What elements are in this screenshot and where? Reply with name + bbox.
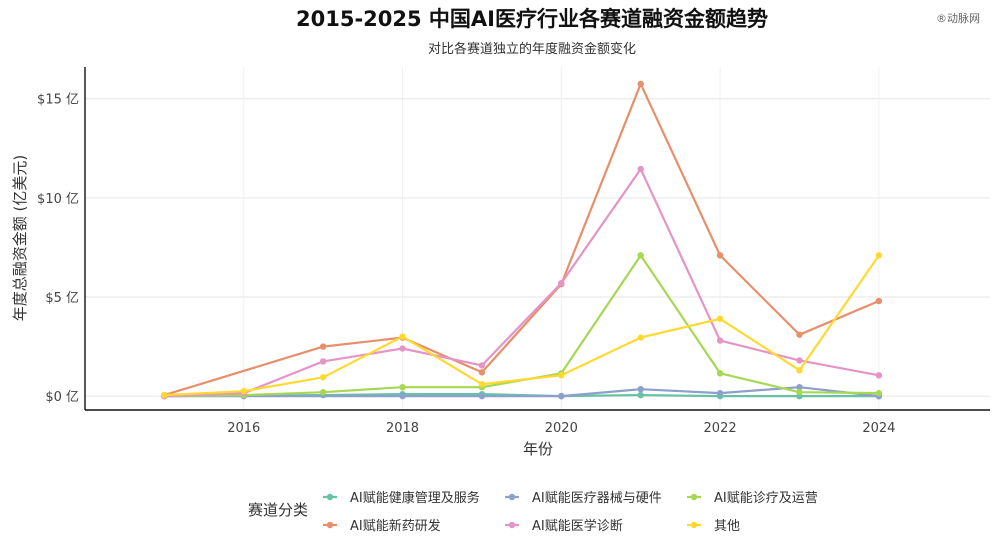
data-point — [637, 165, 644, 173]
data-point — [319, 374, 327, 381]
legend-label: 其他 — [714, 519, 740, 534]
data-point — [796, 331, 803, 338]
data-point — [319, 388, 327, 396]
grid-lines — [85, 67, 990, 410]
data-point — [716, 252, 724, 259]
x-tick-label: 2020 — [545, 421, 578, 436]
x-tick-label: 2016 — [227, 421, 260, 436]
data-point — [875, 389, 883, 397]
legend-label: AI赋能新药研发 — [350, 518, 441, 534]
chart-title: 2015-2025 中国AI医疗行业各赛道融资金额趋势 — [296, 7, 768, 31]
legend-item: AI赋能健康管理及服务 — [323, 490, 480, 506]
data-point — [399, 345, 406, 352]
legend-swatch-point — [326, 521, 334, 529]
legend-item: AI赋能医疗器械与硬件 — [505, 491, 662, 506]
data-point — [399, 333, 406, 340]
data-point — [637, 252, 644, 259]
legend-swatch-point — [508, 521, 516, 529]
data-point — [716, 370, 724, 377]
data-point — [478, 381, 486, 388]
data-point — [478, 369, 486, 376]
data-point — [558, 279, 565, 287]
x-axis-title: 年份 — [523, 440, 553, 458]
x-tick-label: 2018 — [386, 421, 419, 436]
data-point — [319, 358, 327, 365]
legend-label: AI赋能诊疗及运营 — [714, 491, 818, 506]
data-point — [716, 315, 724, 322]
legend-item: AI赋能医学诊断 — [505, 518, 623, 534]
legend-title: 赛道分类 — [248, 501, 308, 519]
data-point — [240, 387, 247, 395]
series-line — [164, 168, 880, 398]
series-5 — [161, 252, 883, 399]
data-point — [637, 385, 644, 393]
data-point — [558, 392, 565, 400]
data-point — [796, 388, 803, 396]
data-point — [716, 337, 724, 344]
data-point — [558, 372, 565, 379]
data-point — [796, 383, 803, 391]
data-point — [875, 297, 883, 305]
y-tick-labels: $0 亿 $5 亿 $10 亿 $15 亿 — [37, 93, 79, 405]
data-point — [478, 362, 486, 369]
legend-swatch-point — [690, 521, 698, 529]
legend-item: 其他 — [687, 519, 740, 534]
data-point — [796, 367, 803, 374]
data-point — [399, 383, 406, 391]
legend-swatch-point — [326, 493, 334, 501]
legend-item: AI赋能新药研发 — [323, 518, 441, 534]
data-point — [161, 391, 168, 399]
data-point — [796, 357, 803, 364]
data-point — [716, 389, 724, 397]
data-point — [637, 391, 644, 399]
x-tick-label: 2024 — [862, 421, 895, 436]
y-tick-label: $0 亿 — [45, 390, 79, 405]
data-point — [637, 80, 644, 88]
watermark: ®动脉网 — [936, 11, 980, 25]
data-point — [875, 252, 883, 259]
x-tick-labels: 2016 2018 2020 2022 2024 — [227, 421, 895, 436]
data-point — [637, 334, 644, 341]
y-tick-label: $15 亿 — [37, 93, 79, 108]
series-line — [164, 254, 880, 397]
legend-swatch-point — [508, 493, 516, 501]
legend-swatch-point — [690, 493, 698, 501]
y-tick-label: $5 亿 — [45, 291, 79, 306]
series-lines — [161, 80, 883, 400]
chart-subtitle: 对比各赛道独立的年度融资金额变化 — [428, 41, 636, 57]
legend-label: AI赋能医学诊断 — [532, 518, 623, 534]
data-point — [319, 343, 327, 350]
x-tick-label: 2022 — [704, 421, 737, 436]
series-3 — [161, 80, 883, 399]
y-tick-label: $10 亿 — [37, 192, 79, 207]
legend-label: AI赋能健康管理及服务 — [350, 490, 480, 506]
legend-label: AI赋能医疗器械与硬件 — [532, 491, 662, 506]
legend-item: AI赋能诊疗及运营 — [687, 491, 818, 506]
series-line — [164, 82, 880, 397]
data-point — [478, 392, 486, 400]
legend: AI赋能健康管理及服务 AI赋能医疗器械与硬件 AI赋能诊疗及运营 AI赋能新药研发 A… — [323, 490, 818, 534]
data-point — [875, 372, 883, 379]
series-4 — [161, 165, 883, 400]
y-axis-title: 年度总融资金额 (亿美元) — [11, 155, 29, 321]
data-point — [399, 392, 406, 400]
